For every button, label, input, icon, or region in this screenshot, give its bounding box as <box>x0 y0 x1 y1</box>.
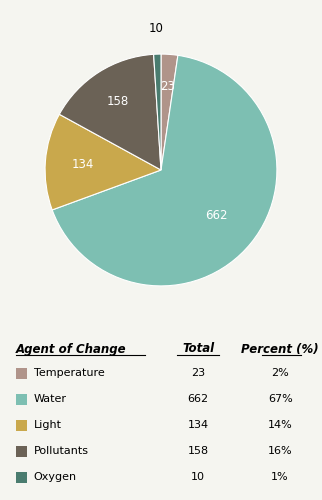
Text: 2%: 2% <box>271 368 289 378</box>
Text: 134: 134 <box>187 420 209 430</box>
Text: 67%: 67% <box>268 394 292 404</box>
Text: 16%: 16% <box>268 446 292 456</box>
Text: 662: 662 <box>205 209 228 222</box>
Wedge shape <box>59 54 161 170</box>
Text: Water: Water <box>34 394 67 404</box>
Text: Light: Light <box>34 420 62 430</box>
Text: 10: 10 <box>149 22 164 35</box>
Text: Pollutants: Pollutants <box>34 446 89 456</box>
Wedge shape <box>154 54 161 170</box>
Text: 662: 662 <box>187 394 209 404</box>
Text: Percent (%): Percent (%) <box>241 342 319 355</box>
Text: 158: 158 <box>106 95 128 108</box>
Text: 158: 158 <box>187 446 209 456</box>
Text: Temperature: Temperature <box>34 368 105 378</box>
Wedge shape <box>45 114 161 210</box>
Wedge shape <box>161 54 178 170</box>
Text: Total: Total <box>182 342 214 355</box>
Text: Agent of Change: Agent of Change <box>16 342 127 355</box>
Text: 10: 10 <box>191 472 205 482</box>
Text: Oxygen: Oxygen <box>34 472 77 482</box>
Text: 23: 23 <box>160 80 175 94</box>
Text: 23: 23 <box>191 368 205 378</box>
Text: 1%: 1% <box>271 472 289 482</box>
Text: 14%: 14% <box>268 420 292 430</box>
Text: 134: 134 <box>71 158 94 170</box>
Wedge shape <box>52 56 277 286</box>
